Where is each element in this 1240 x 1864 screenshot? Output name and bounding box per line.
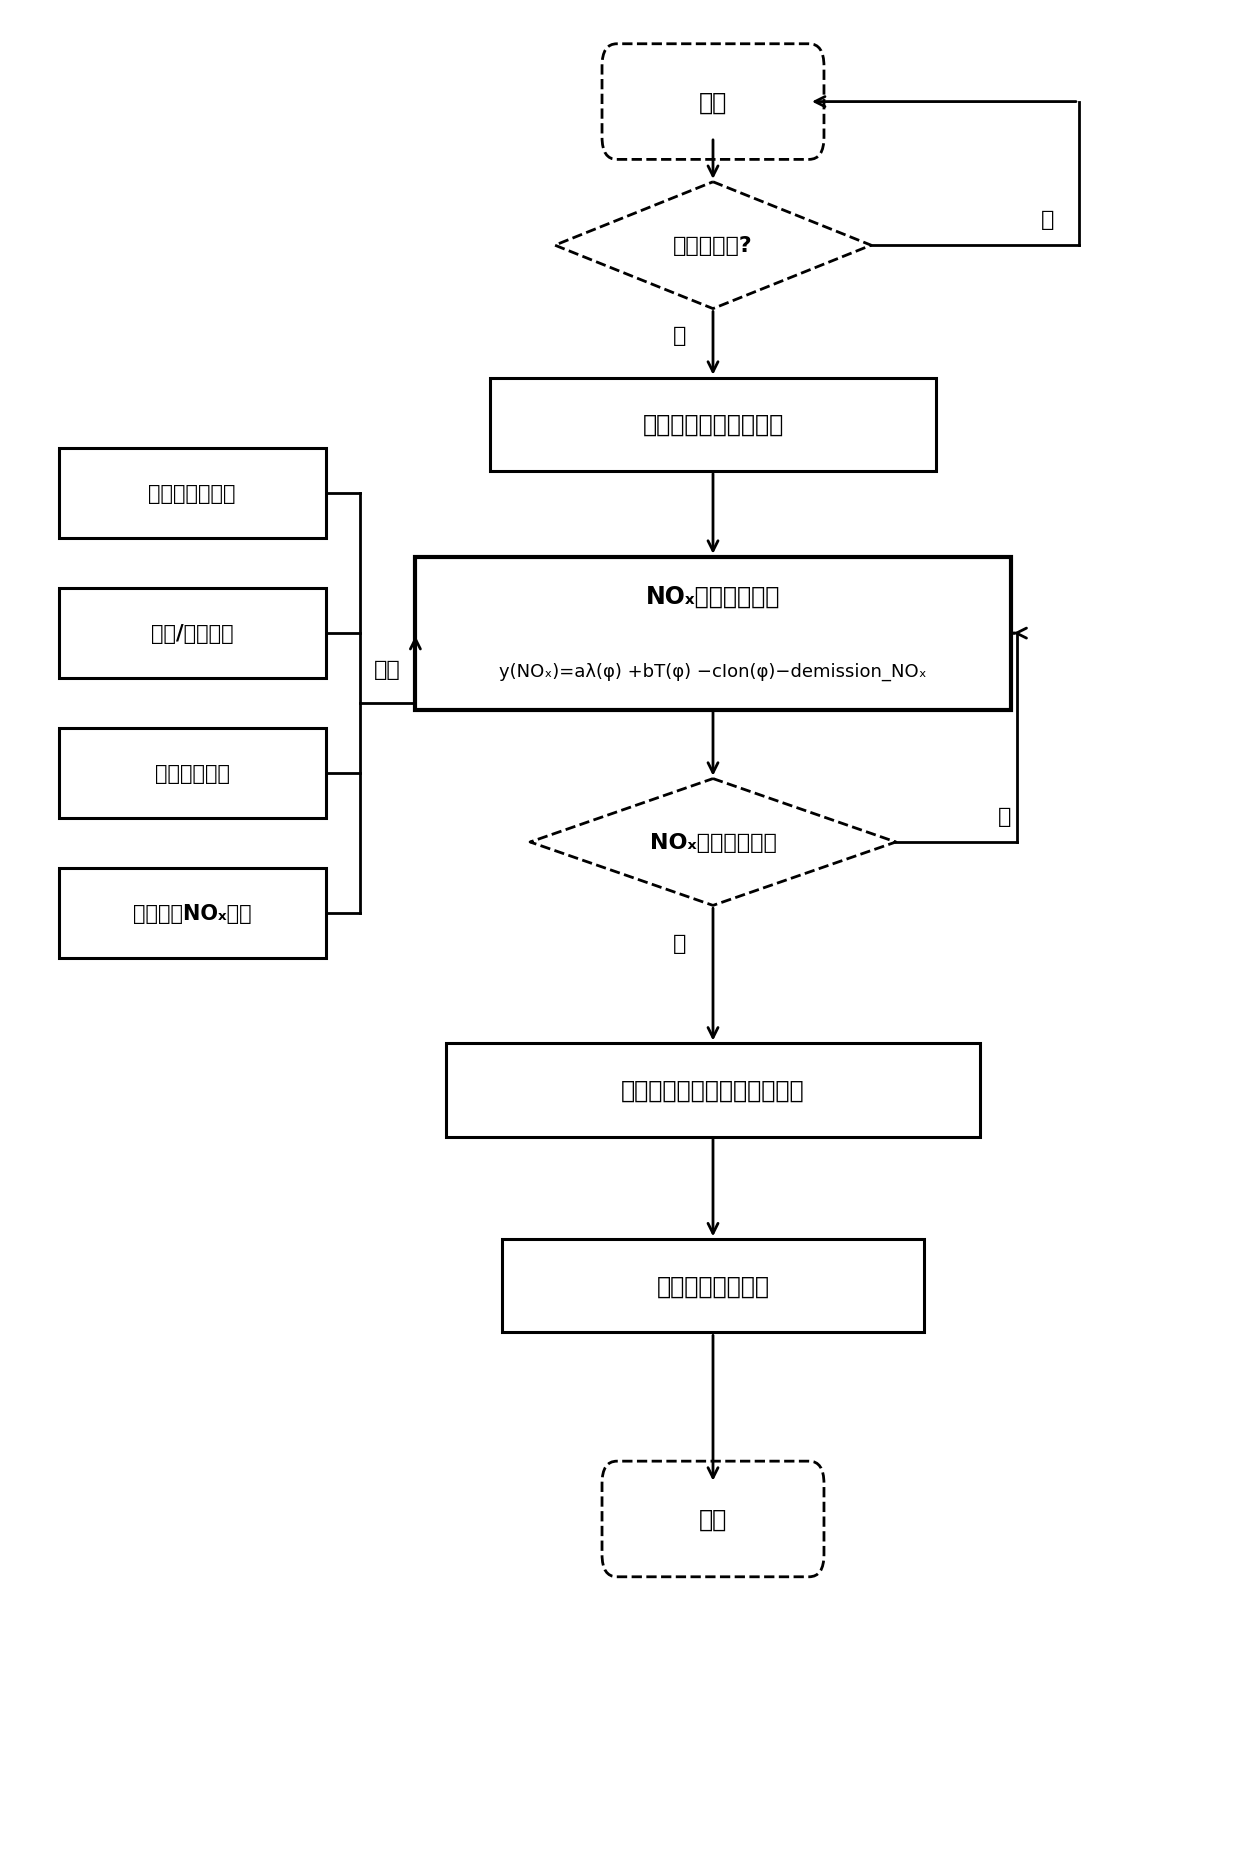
Text: 离子电流检测系统上电: 离子电流检测系统上电	[642, 414, 784, 436]
Text: 尾气稳态NOₓ浓度: 尾气稳态NOₓ浓度	[133, 904, 252, 923]
Text: NOₓ浓度阈值判断: NOₓ浓度阈值判断	[650, 833, 776, 852]
Text: 发动机工作?: 发动机工作?	[673, 237, 753, 255]
Text: y(NOₓ)=aλ(φ) +bT(φ) −cIon(φ)−demission_NOₓ: y(NOₓ)=aλ(φ) +bT(φ) −cIon(φ)−demission_N…	[500, 662, 926, 680]
Bar	[60, 589, 325, 678]
Bar	[502, 1240, 924, 1333]
Text: 结束: 结束	[699, 1508, 727, 1530]
Text: 执行尿素喷射动作: 执行尿素喷射动作	[656, 1275, 770, 1297]
Text: 喷油/点火时刻: 喷油/点火时刻	[151, 624, 233, 643]
Bar	[446, 1044, 980, 1137]
Text: 否: 否	[1042, 211, 1054, 229]
FancyBboxPatch shape	[601, 45, 823, 160]
Text: NOₓ浓度状态函数: NOₓ浓度状态函数	[646, 585, 780, 608]
Bar	[60, 449, 325, 539]
Text: 是: 是	[673, 934, 686, 953]
FancyBboxPatch shape	[601, 1461, 823, 1577]
Text: 开始: 开始	[699, 91, 727, 114]
Text: 否: 否	[998, 807, 1011, 826]
Text: 修正: 修正	[374, 660, 401, 680]
Bar	[60, 869, 325, 958]
Text: 是: 是	[673, 326, 686, 345]
Bar	[415, 557, 1011, 710]
Text: 缸内离子电流: 缸内离子电流	[155, 764, 229, 783]
Bar	[60, 729, 325, 818]
Text: 当前循环空燃比: 当前循环空燃比	[149, 485, 236, 503]
Bar	[490, 378, 936, 472]
Text: 尿素喷射脉宽与喷射时刻计算: 尿素喷射脉宽与喷射时刻计算	[621, 1079, 805, 1102]
